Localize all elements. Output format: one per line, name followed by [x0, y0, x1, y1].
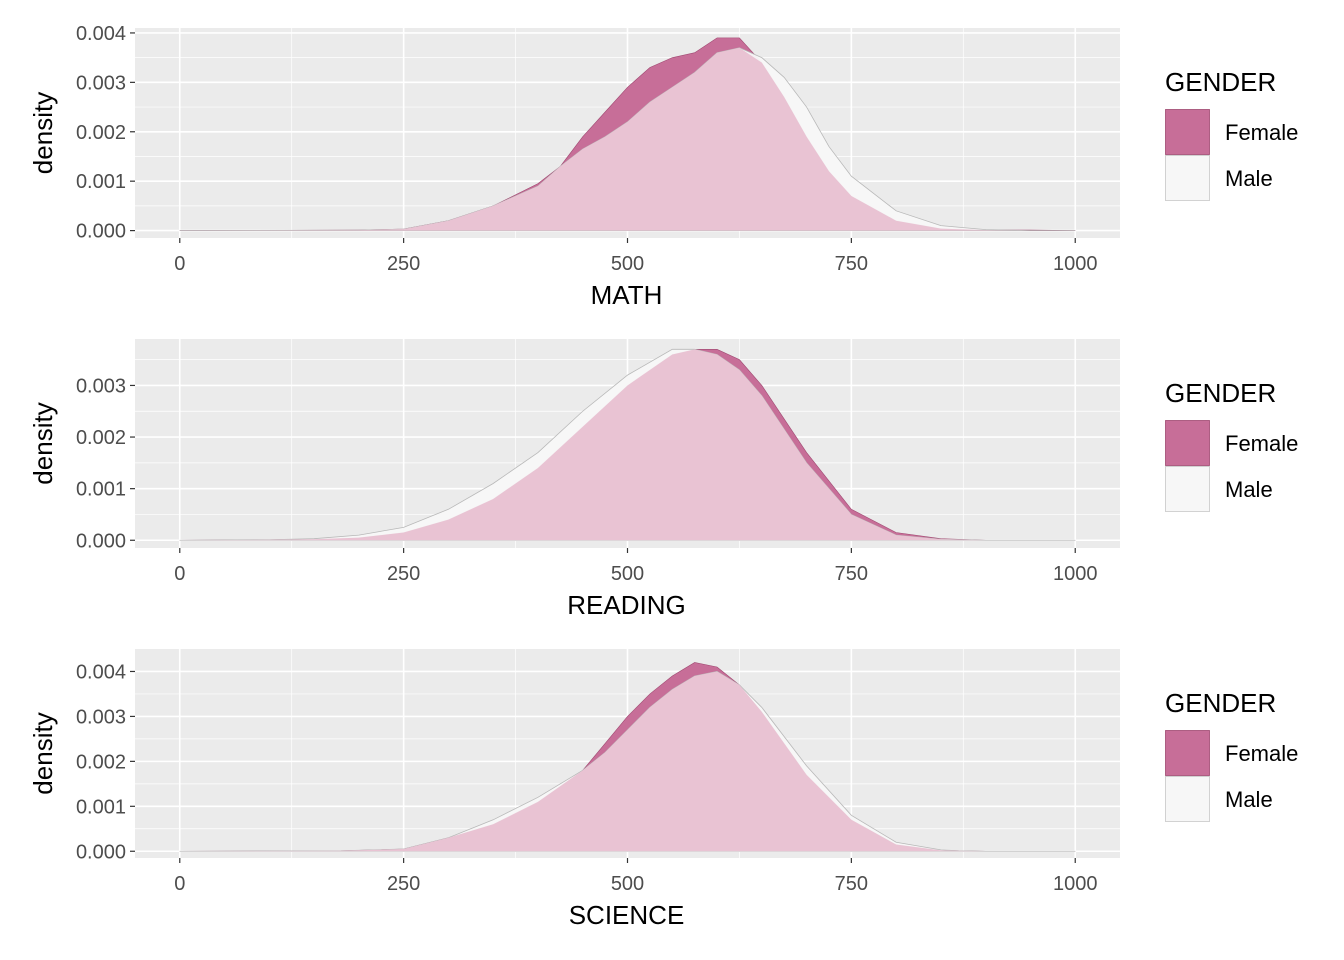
- y-tick-label: 0.004: [76, 23, 126, 45]
- x-tick-label: 750: [835, 873, 868, 895]
- x-tick-label: 250: [387, 563, 420, 585]
- legend-label-female: Female: [1225, 120, 1298, 145]
- x-tick-label: 500: [611, 873, 644, 895]
- density-overlap: [179, 349, 1076, 541]
- x-tick-label: 1000: [1053, 873, 1098, 895]
- x-tick-label: 0: [174, 873, 185, 895]
- density-overlap: [179, 47, 1076, 231]
- x-tick-label: 0: [174, 253, 185, 275]
- legend: GENDER Female Male: [1165, 688, 1298, 822]
- y-tick-label: 0.001: [76, 479, 126, 501]
- legend: GENDER Female Male: [1165, 67, 1298, 201]
- legend-label-female: Female: [1225, 431, 1298, 456]
- x-tick-label: 1000: [1053, 563, 1098, 585]
- legend-swatch-male: [1165, 155, 1210, 201]
- y-axis-title: density: [28, 712, 58, 794]
- legend-label-male: Male: [1225, 477, 1273, 502]
- y-tick-label: 0.002: [76, 122, 126, 144]
- x-axis-title: MATH: [591, 280, 663, 310]
- legend-title: GENDER: [1165, 67, 1276, 97]
- y-axis-title: density: [28, 402, 58, 484]
- panel-reading: 0 250 500 750 1000 0.000 0.001 0.002 0.003 READIN…: [28, 339, 1298, 620]
- y-tick-label: 0.000: [76, 530, 126, 552]
- y-tick-label: 0.002: [76, 427, 126, 449]
- legend-swatch-female: [1165, 730, 1210, 776]
- x-axis-title: READING: [567, 590, 685, 620]
- x-tick-label: 250: [387, 873, 420, 895]
- x-tick-label: 250: [387, 253, 420, 275]
- panel-science: 0 250 500 750 1000 0.000 0.001 0.002 0.003 0.004 S…: [28, 649, 1298, 930]
- legend-title: GENDER: [1165, 688, 1276, 718]
- legend-title: GENDER: [1165, 378, 1276, 408]
- y-tick-label: 0.001: [76, 796, 126, 818]
- y-tick-label: 0.003: [76, 706, 126, 728]
- legend-label-male: Male: [1225, 787, 1273, 812]
- y-axis-title: density: [28, 92, 58, 174]
- legend-swatch-male: [1165, 466, 1210, 512]
- x-tick-label: 750: [835, 253, 868, 275]
- legend-swatch-male: [1165, 776, 1210, 822]
- y-tick-label: 0.002: [76, 751, 126, 773]
- x-tick-label: 1000: [1053, 253, 1098, 275]
- x-tick-label: 500: [611, 253, 644, 275]
- x-tick-label: 500: [611, 563, 644, 585]
- y-tick-label: 0.000: [76, 841, 126, 863]
- legend-swatch-female: [1165, 420, 1210, 466]
- legend-swatch-female: [1165, 109, 1210, 155]
- density-overlap: [179, 671, 1076, 852]
- legend-label-male: Male: [1225, 166, 1273, 191]
- legend: GENDER Female Male: [1165, 378, 1298, 512]
- x-axis-title: SCIENCE: [569, 900, 685, 930]
- y-tick-label: 0.001: [76, 171, 126, 193]
- legend-label-female: Female: [1225, 741, 1298, 766]
- panel-math: 0 250 500 750 1000 0.000 0.001 0.002 0.003 0.004 M…: [28, 23, 1298, 310]
- y-tick-label: 0.000: [76, 221, 126, 243]
- y-tick-label: 0.003: [76, 72, 126, 94]
- y-tick-label: 0.003: [76, 375, 126, 397]
- x-tick-label: 0: [174, 563, 185, 585]
- y-tick-label: 0.004: [76, 661, 126, 683]
- x-tick-label: 750: [835, 563, 868, 585]
